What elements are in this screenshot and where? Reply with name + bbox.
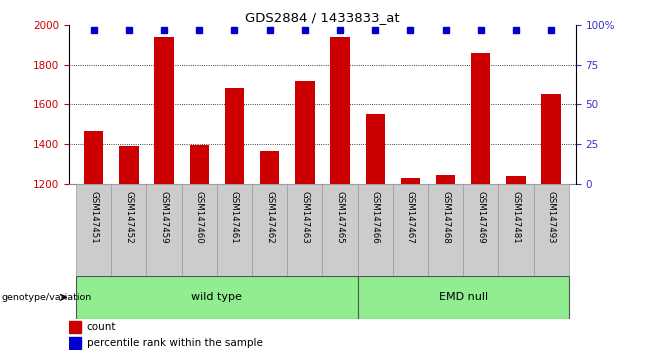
Bar xyxy=(76,276,357,319)
Text: count: count xyxy=(87,322,116,332)
Bar xyxy=(471,53,490,184)
Bar xyxy=(182,184,217,276)
Bar xyxy=(225,88,244,184)
Bar xyxy=(498,184,534,276)
Bar xyxy=(428,184,463,276)
Bar xyxy=(147,184,182,276)
Text: EMD null: EMD null xyxy=(439,292,488,302)
Bar xyxy=(260,151,279,184)
Bar xyxy=(436,175,455,184)
Bar xyxy=(366,114,385,184)
Text: GSM147469: GSM147469 xyxy=(476,192,485,244)
Bar xyxy=(542,95,561,184)
Bar xyxy=(190,145,209,184)
Bar xyxy=(69,321,81,333)
Text: GSM147463: GSM147463 xyxy=(300,192,309,244)
Bar xyxy=(69,337,81,349)
Bar xyxy=(534,184,569,276)
Bar xyxy=(295,80,315,184)
Bar xyxy=(288,184,322,276)
Bar xyxy=(357,276,569,319)
Bar xyxy=(393,184,428,276)
Text: GSM147468: GSM147468 xyxy=(441,192,450,244)
Text: GSM147459: GSM147459 xyxy=(160,192,168,244)
Text: wild type: wild type xyxy=(191,292,242,302)
Bar xyxy=(155,37,174,184)
Text: GSM147467: GSM147467 xyxy=(406,192,415,244)
Bar xyxy=(401,178,420,184)
Bar xyxy=(252,184,288,276)
Text: GSM147493: GSM147493 xyxy=(547,192,555,244)
Text: GSM147451: GSM147451 xyxy=(89,192,98,244)
Text: GSM147460: GSM147460 xyxy=(195,192,204,244)
Title: GDS2884 / 1433833_at: GDS2884 / 1433833_at xyxy=(245,11,399,24)
Text: GSM147481: GSM147481 xyxy=(511,192,520,244)
Bar xyxy=(119,146,139,184)
Bar xyxy=(76,184,111,276)
Bar xyxy=(463,184,498,276)
Text: percentile rank within the sample: percentile rank within the sample xyxy=(87,338,263,348)
Text: GSM147452: GSM147452 xyxy=(124,192,134,244)
Text: genotype/variation: genotype/variation xyxy=(1,293,91,302)
Text: GSM147461: GSM147461 xyxy=(230,192,239,244)
Bar xyxy=(111,184,147,276)
Bar xyxy=(322,184,357,276)
Bar xyxy=(357,184,393,276)
Text: GSM147462: GSM147462 xyxy=(265,192,274,244)
Bar xyxy=(506,176,526,184)
Bar xyxy=(84,131,103,184)
Text: GSM147466: GSM147466 xyxy=(370,192,380,244)
Bar xyxy=(330,37,349,184)
Text: GSM147465: GSM147465 xyxy=(336,192,345,244)
Bar xyxy=(217,184,252,276)
